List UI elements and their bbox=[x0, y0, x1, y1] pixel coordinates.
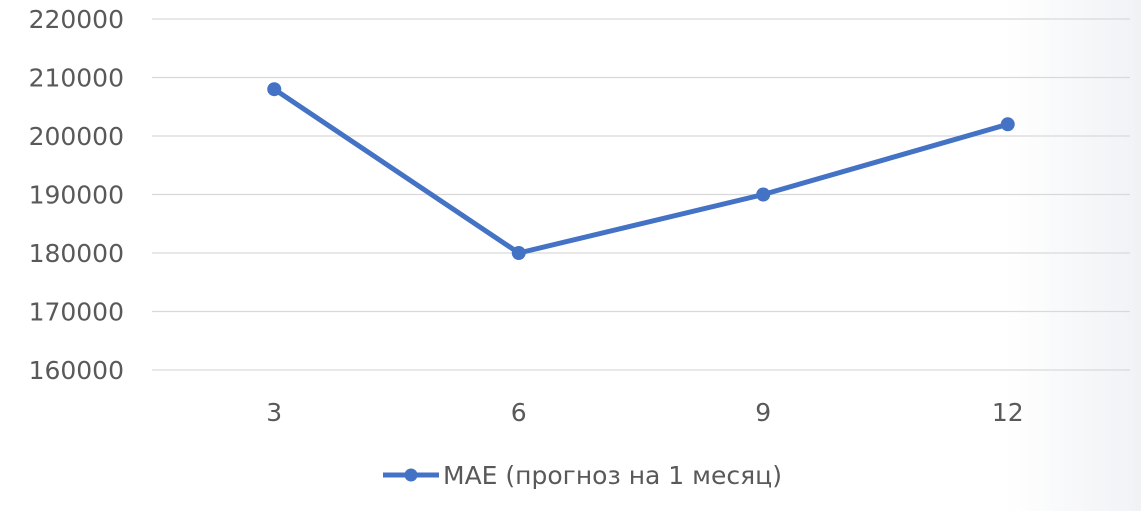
y-tick-label: 220000 bbox=[29, 5, 124, 34]
y-axis: 220000 210000 200000 190000 180000 170000 1600… bbox=[29, 5, 124, 385]
series-mae bbox=[267, 82, 1015, 260]
data-point bbox=[267, 82, 282, 97]
x-tick-label: 12 bbox=[992, 398, 1024, 427]
gridlines bbox=[152, 18, 1130, 371]
y-tick-label: 190000 bbox=[29, 181, 124, 210]
legend-point-marker bbox=[404, 468, 418, 482]
y-tick-label: 200000 bbox=[29, 122, 124, 151]
x-tick-label: 3 bbox=[266, 398, 282, 427]
data-point bbox=[756, 187, 771, 202]
legend-label: MAE (прогноз на 1 месяц) bbox=[443, 461, 782, 490]
data-point bbox=[511, 246, 526, 260]
series-line bbox=[271, 86, 1011, 256]
legend: MAE (прогноз на 1 месяц) bbox=[383, 461, 782, 490]
x-tick-label: 9 bbox=[755, 398, 771, 427]
data-point bbox=[1000, 117, 1015, 132]
y-tick-label: 180000 bbox=[29, 239, 124, 268]
x-tick-label: 6 bbox=[511, 398, 527, 427]
y-tick-label: 160000 bbox=[29, 356, 124, 385]
x-axis: 3 6 9 12 bbox=[266, 398, 1023, 427]
y-tick-label: 170000 bbox=[29, 298, 124, 327]
y-tick-label: 210000 bbox=[29, 64, 124, 93]
